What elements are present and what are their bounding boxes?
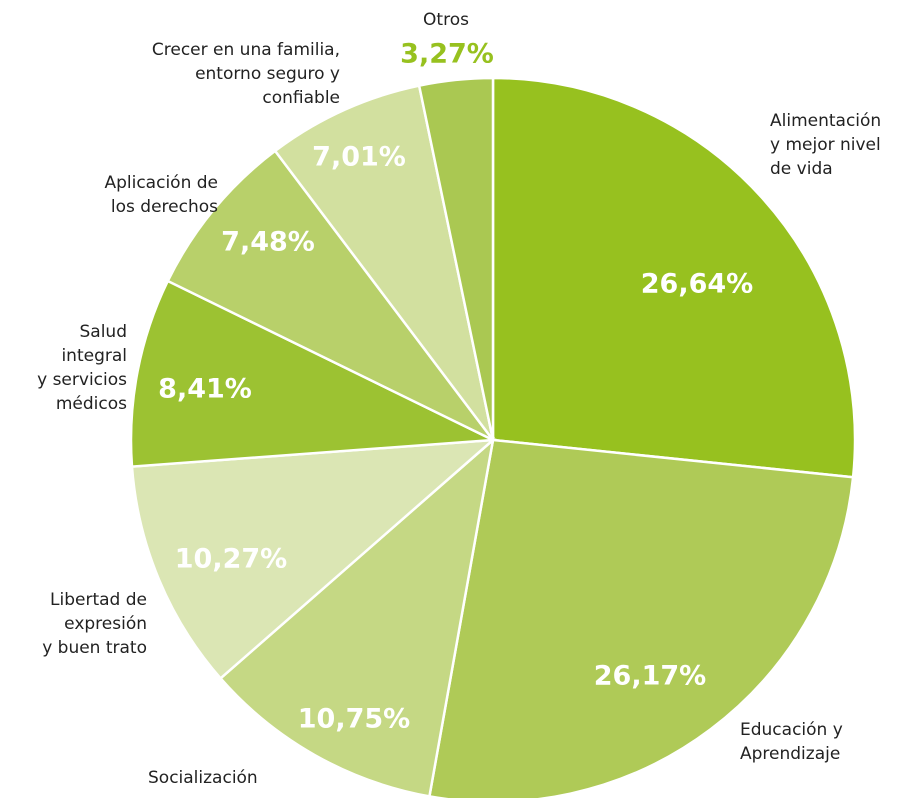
category-label: Socialización: [148, 768, 258, 788]
category-line: confiable: [262, 88, 340, 108]
pie-slice: [166, 149, 494, 442]
category-line: Educación y: [740, 720, 843, 740]
category-line: Otros: [423, 10, 469, 30]
pie-slice: [218, 436, 495, 798]
value-label: 8,41%: [158, 374, 252, 405]
category-line: Aplicación de: [104, 173, 218, 193]
category-line: médicos: [56, 394, 127, 414]
category-label: Otros: [423, 10, 469, 30]
category-line: expresión: [64, 614, 147, 634]
category-line: integral: [61, 346, 127, 366]
category-line: los derechos: [111, 197, 218, 217]
value-label: 7,48%: [221, 227, 315, 258]
category-label: Alimentación y mejor nivel de vida: [770, 111, 881, 179]
category-line: y mejor nivel: [770, 135, 881, 155]
value-label: 26,64%: [641, 269, 753, 300]
category-label: Salud integral y servicios médicos: [37, 322, 127, 414]
category-line: Crecer en una familia,: [152, 40, 340, 60]
category-label: Aplicación de los derechos: [104, 173, 218, 217]
category-line: Libertad de: [50, 590, 147, 610]
category-line: Salud: [80, 322, 128, 342]
category-line: Aprendizaje: [740, 744, 840, 764]
value-label: 26,17%: [594, 661, 706, 692]
pie-slice: [129, 279, 498, 468]
pie-slice: [491, 76, 857, 479]
pie-slice: [273, 84, 495, 441]
value-label: 10,27%: [175, 544, 287, 575]
pie-slice: [417, 76, 495, 441]
category-label: Crecer en una familia, entorno seguro y co…: [152, 40, 340, 108]
value-label: 3,27%: [400, 39, 494, 70]
category-line: de vida: [770, 159, 833, 179]
category-line: Socialización: [148, 768, 258, 788]
pie-slice: [427, 438, 855, 798]
category-line: y servicios: [37, 370, 127, 390]
category-line: Alimentación: [770, 111, 881, 131]
pie-slice: [130, 438, 497, 681]
value-label: 10,75%: [298, 704, 410, 735]
category-label: Libertad de expresión y buen trato: [42, 590, 147, 658]
category-label: Educación y Aprendizaje: [740, 720, 843, 764]
category-line: y buen trato: [42, 638, 147, 658]
value-label: 7,01%: [312, 142, 406, 173]
category-line: entorno seguro y: [195, 64, 340, 84]
